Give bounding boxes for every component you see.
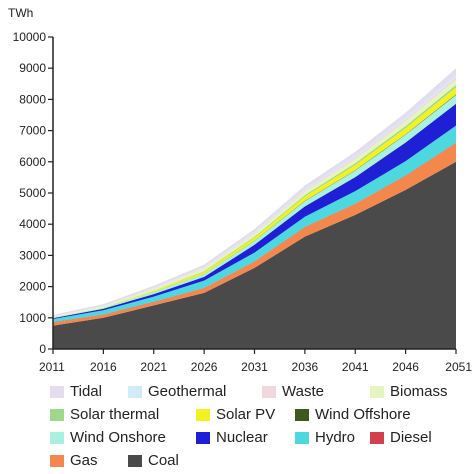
y-tick-label: 8000 — [19, 92, 46, 106]
legend-label: Wind Offshore — [315, 406, 411, 423]
legend-label: Coal — [148, 452, 179, 469]
y-tick-label: 7000 — [19, 124, 46, 138]
legend-item-coal: Coal — [128, 452, 179, 469]
legend-swatch — [128, 385, 142, 398]
legend-item-nuclear: Nuclear — [196, 429, 268, 446]
x-tick-label: 2046 — [392, 360, 419, 374]
x-tick-label: 2011 — [39, 360, 65, 374]
legend-item-solar-thermal: Solar thermal — [50, 406, 159, 423]
legend: Tidal Geothermal Waste Biomass Solar thermal… — [0, 380, 474, 474]
legend-label: Nuclear — [216, 429, 268, 446]
legend-item-waste: Waste — [262, 383, 324, 400]
area-layers — [53, 68, 456, 349]
legend-label: Tidal — [70, 383, 102, 400]
y-tick-label: 0 — [39, 342, 46, 356]
x-axis-ticks: 2011 2016 2021 2026 2031 2036 2041 2046 2051 — [39, 349, 472, 374]
x-tick-label: 2031 — [241, 360, 268, 374]
legend-swatch — [370, 431, 384, 444]
y-tick-label: 2000 — [19, 280, 46, 294]
legend-swatch — [295, 408, 309, 421]
x-tick-label: 2051 — [445, 360, 472, 374]
legend-label: Solar PV — [216, 406, 276, 423]
legend-swatch — [196, 408, 210, 421]
legend-label: Diesel — [390, 429, 432, 446]
stacked-area-chart: 0 1000 2000 3000 4000 5000 6000 7000 8000 9000 100… — [8, 6, 472, 374]
legend-item-wind-offshore: Wind Offshore — [295, 406, 411, 423]
legend-swatch — [370, 385, 384, 398]
legend-label: Hydro — [315, 429, 356, 446]
legend-label: Geothermal — [148, 383, 227, 400]
x-tick-label: 2026 — [191, 360, 218, 374]
x-tick-label: 2016 — [90, 360, 117, 374]
legend-label: Solar thermal — [70, 406, 160, 423]
legend-item-diesel: Diesel — [370, 429, 432, 446]
legend-swatch — [50, 454, 64, 467]
y-tick-label: 6000 — [19, 155, 46, 169]
x-tick-label: 2021 — [140, 360, 167, 374]
y-tick-label: 1000 — [19, 311, 46, 325]
legend-swatch — [50, 408, 64, 421]
legend-swatch — [50, 385, 64, 398]
legend-swatch — [50, 431, 64, 444]
y-tick-label: 5000 — [19, 186, 46, 200]
legend-item-solar-pv: Solar PV — [196, 406, 275, 423]
y-tick-label: 9000 — [19, 61, 46, 75]
legend-item-geothermal: Geothermal — [128, 383, 226, 400]
legend-label: Gas — [70, 452, 98, 469]
legend-item-gas: Gas — [50, 452, 98, 469]
y-tick-label: 4000 — [19, 217, 46, 231]
legend-swatch — [196, 431, 210, 444]
legend-swatch — [262, 385, 276, 398]
legend-swatch — [295, 431, 309, 444]
x-tick-label: 2036 — [292, 360, 319, 374]
x-tick-label: 2041 — [342, 360, 369, 374]
legend-item-tidal: Tidal — [50, 383, 102, 400]
legend-label: Biomass — [390, 383, 448, 400]
y-axis-ticks: 0 1000 2000 3000 4000 5000 6000 7000 8000 9000 100… — [13, 30, 53, 356]
area-coal — [53, 161, 456, 349]
y-unit-label: TWh — [8, 6, 33, 20]
legend-label: Waste — [282, 383, 324, 400]
legend-item-wind-onshore: Wind Onshore — [50, 429, 166, 446]
y-tick-label: 3000 — [19, 248, 46, 262]
legend-swatch — [128, 454, 142, 467]
y-tick-label: 10000 — [13, 30, 47, 44]
legend-item-hydro: Hydro — [295, 429, 355, 446]
legend-item-biomass: Biomass — [370, 383, 448, 400]
legend-label: Wind Onshore — [70, 429, 166, 446]
